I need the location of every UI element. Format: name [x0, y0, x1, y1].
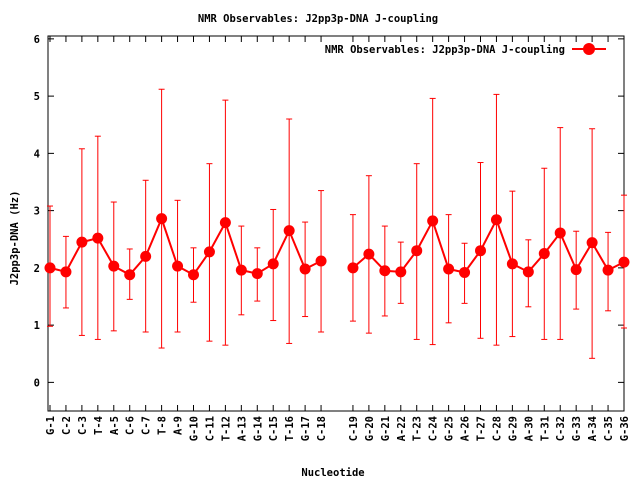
y-tick-label: 2: [34, 263, 40, 275]
data-point: [586, 237, 598, 249]
x-tick-label: C-32: [555, 416, 567, 441]
data-point: [506, 258, 518, 270]
data-point: [315, 255, 327, 267]
x-tick-label: T-4: [93, 416, 105, 435]
x-tick-label: C-15: [268, 416, 280, 441]
data-point: [140, 250, 152, 262]
legend: NMR Observables: J2pp3p-DNA J-coupling: [325, 43, 606, 56]
data-point: [618, 256, 630, 268]
data-point: [490, 214, 502, 226]
x-tick-label: C-28: [491, 416, 503, 441]
data-point: [379, 265, 391, 277]
legend-label: NMR Observables: J2pp3p-DNA J-coupling: [325, 44, 565, 56]
x-tick-label: A-22: [396, 416, 408, 441]
data-point: [188, 269, 199, 281]
chart-title: NMR Observables: J2pp3p-DNA J-coupling: [198, 13, 438, 25]
x-tick-label: C-24: [428, 416, 440, 441]
data-point: [411, 245, 423, 257]
data-point: [443, 263, 455, 275]
x-tick-label: A-26: [460, 416, 472, 441]
data-point: [124, 269, 136, 281]
y-axis-label: J2pp3p-DNA (Hz): [9, 191, 21, 286]
x-tick-label: A-34: [587, 416, 599, 441]
y-tick-label: 4: [34, 148, 40, 160]
x-tick-label: T-31: [539, 416, 551, 441]
data-point: [92, 232, 104, 244]
y-tick-label: 3: [34, 206, 40, 218]
x-axis-label: Nucleotide: [301, 467, 364, 479]
data-point: [347, 262, 359, 274]
x-tick-label: G-10: [189, 416, 201, 441]
data-point: [602, 264, 614, 276]
data-point: [554, 227, 566, 239]
x-tick-label: G-14: [252, 416, 264, 441]
data-point: [427, 215, 439, 227]
x-tick-label: T-27: [476, 416, 488, 441]
x-tick-label: C-2: [61, 416, 73, 435]
x-tick-label: T-23: [412, 416, 424, 441]
x-tick-label: T-12: [220, 416, 232, 441]
x-tick-label: G-21: [380, 416, 392, 441]
data-point: [267, 258, 279, 270]
series-line: [49, 215, 322, 277]
x-tick-label: C-35: [603, 416, 615, 441]
y-tick-label: 5: [34, 91, 40, 103]
data-point: [475, 245, 486, 257]
x-tick-label: C-19: [348, 416, 360, 441]
x-tick-label: A-13: [236, 416, 248, 441]
x-tick-label: C-7: [141, 416, 153, 435]
x-tick-label: G-1: [45, 416, 57, 435]
x-tick-label: A-9: [173, 416, 185, 435]
data-point: [522, 266, 534, 278]
x-tick-label: C-3: [77, 416, 89, 435]
data-point: [44, 262, 56, 274]
x-tick-label: G-25: [444, 416, 456, 441]
x-tick-label: A-30: [523, 416, 535, 441]
x-tick-label: G-29: [507, 416, 519, 441]
x-tick-label: C-6: [125, 416, 137, 435]
x-tick-label: G-36: [619, 416, 631, 441]
data-point: [172, 260, 184, 272]
y-tick-label: 1: [34, 320, 40, 332]
data-point: [538, 248, 550, 260]
data-point: [235, 264, 247, 276]
data-point: [219, 217, 231, 229]
x-tick-label: G-17: [300, 416, 312, 441]
data-point: [251, 268, 263, 280]
x-tick-label: C-18: [316, 416, 328, 441]
y-tick-label: 6: [34, 34, 40, 46]
x-tick-label: C-11: [204, 416, 216, 441]
x-tick-label: G-33: [571, 416, 583, 441]
x-tick-label: T-8: [157, 416, 169, 435]
y-tick-label: 0: [34, 377, 40, 389]
x-tick-label: T-16: [284, 416, 296, 441]
x-tick-label: A-5: [109, 416, 121, 435]
legend-marker: [583, 43, 595, 55]
data-point: [395, 266, 407, 278]
data-point: [108, 260, 120, 272]
x-tick-label: G-20: [364, 416, 376, 441]
data-point: [299, 263, 311, 275]
data-point: [76, 236, 88, 248]
data-point: [60, 266, 72, 278]
series-line: [352, 217, 625, 274]
data-point: [459, 266, 471, 278]
data-point: [156, 213, 168, 225]
data-point: [363, 248, 375, 260]
plot-frame: [47, 35, 625, 412]
data-point: [203, 246, 215, 258]
data-point: [570, 264, 582, 276]
data-point: [283, 225, 295, 237]
